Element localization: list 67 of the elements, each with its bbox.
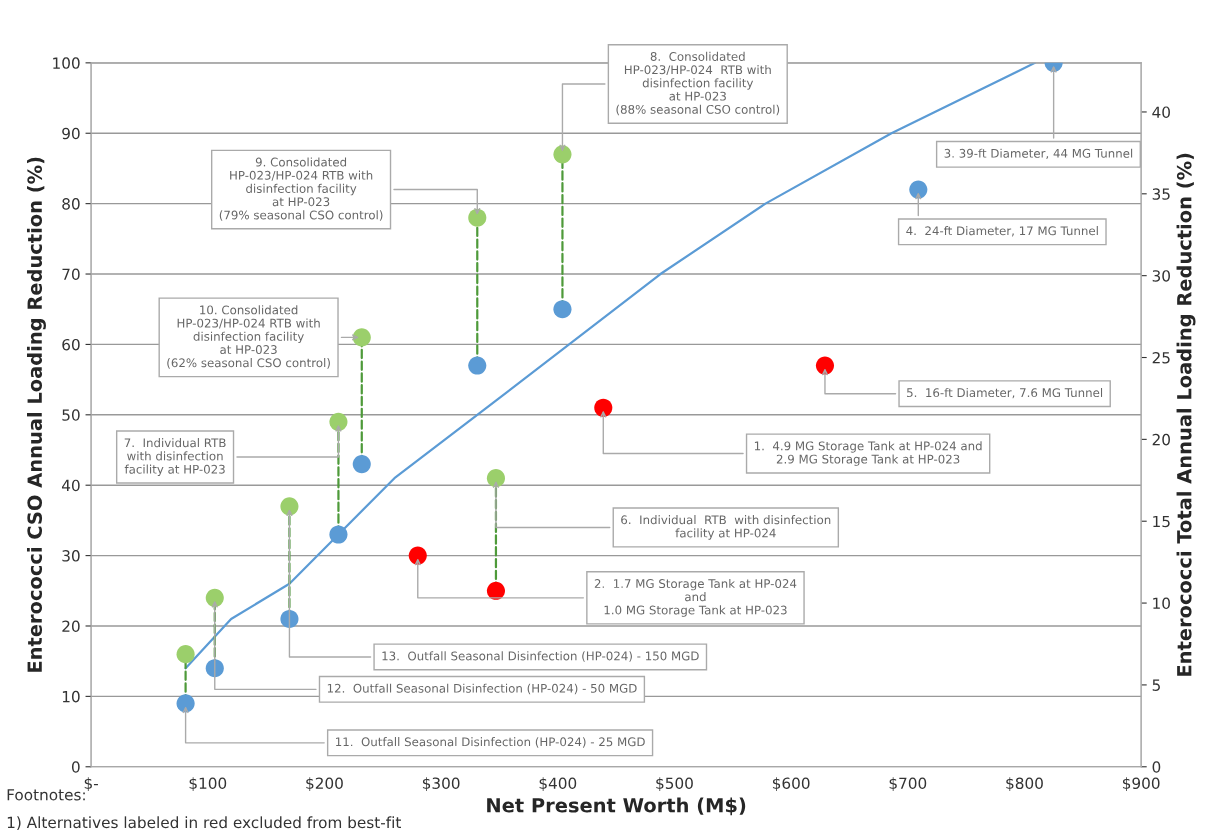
point	[176, 694, 195, 713]
x-tick-label: $800	[1006, 777, 1043, 792]
annotation: 4. 24-ft Diameter, 17 MG Tunnel	[906, 226, 1098, 237]
x-tick-label: $100	[189, 777, 227, 792]
annotation: 10. Consolidated HP-023/HP-024 RTB with disinfection facility at HP-023 (62% seasonal CSO control)	[167, 305, 330, 369]
point	[468, 208, 487, 227]
point	[352, 455, 371, 474]
y2-tick-label: 20	[1152, 433, 1170, 446]
y-tick-label: 60	[62, 338, 80, 351]
text: Footnotes:	[7, 789, 85, 801]
y-tick-label: 100	[53, 57, 80, 69]
annotation: 1. 4.9 MG Storage Tank at HP-024 and 2.9 MG Storage Tank at HP-023	[754, 441, 982, 466]
point	[205, 659, 224, 678]
point	[486, 581, 505, 600]
point	[594, 398, 613, 417]
y2-tick-label: 30	[1152, 270, 1170, 282]
y-tick-label: 40	[61, 479, 80, 492]
point	[468, 356, 487, 375]
y-tick-label: 20	[62, 620, 80, 633]
x-tick-label: $500	[656, 777, 693, 792]
point	[205, 588, 224, 607]
point	[280, 497, 299, 516]
y-axis-title: Enterococci CSO Annual Loading Reduction (%)	[26, 157, 46, 672]
x-tick-label: $900	[1122, 777, 1160, 792]
y2-tick-label: 25	[1152, 351, 1170, 364]
x-tick-label: $600	[772, 777, 810, 792]
y2-tick-label: 35	[1152, 188, 1170, 200]
annotation: 12. Outfall Seasonal Disinfection (HP-024) - 50 MGD	[327, 683, 637, 695]
y-tick-label: 70	[62, 268, 80, 281]
annotation: 13. Outfall Seasonal Disinfection (HP-024) - 150 MGD	[382, 651, 699, 662]
point	[408, 546, 427, 565]
y-tick-label: 10	[62, 690, 80, 703]
x-tick-label: $400	[539, 777, 577, 792]
x-axis-title: Net Present Worth (M$)	[487, 797, 746, 816]
annotation: 6. Individual RTB with disinfection facility at HP-024	[621, 515, 831, 540]
y2-tick-label: 15	[1153, 515, 1170, 528]
point	[329, 412, 348, 431]
annotation: 3. 39-ft Diameter, 44 MG Tunnel	[944, 148, 1133, 159]
point	[176, 645, 195, 664]
point	[486, 469, 505, 488]
point	[553, 300, 572, 319]
point	[909, 180, 928, 199]
text: 1) Alternatives labeled in red excluded from best-fit	[7, 816, 401, 830]
annotation: 9. Consolidated HP-023/HP-024 RTB with disinfection facility at HP-023 (79% seasonal CSO control)	[219, 157, 383, 221]
y2-tick-label: 10	[1153, 597, 1170, 610]
y-tick-label: 80	[62, 198, 80, 210]
annotation: 11. Outfall Seasonal Disinfection (HP-024) - 25 MGD	[336, 737, 645, 748]
x-tick-label: $200	[306, 777, 343, 792]
y2-axis-title: Enterococci Total Annual Loading Reduction (%)	[1176, 153, 1196, 676]
y-tick-label: 50	[62, 409, 80, 421]
x-tick-label: $700	[889, 777, 927, 792]
y2-tick-label: 40	[1152, 106, 1170, 118]
point	[352, 328, 371, 347]
point	[280, 609, 299, 628]
annotation: 2. 1.7 MG Storage Tank at HP-024 and 1.0 MG Storage Tank at HP-023	[594, 578, 797, 617]
annotation: 5. 16-ft Diameter, 7.6 MG Tunnel	[907, 387, 1103, 399]
y-tick-label: 90	[62, 127, 80, 140]
x-tick-label: $300	[422, 777, 460, 792]
annotation: 8. Consolidated HP-023/HP-024 RTB with disinfection facility at HP-023 (88% seasonal CSO control)	[616, 51, 780, 116]
annotation: 7. Individual RTB with disinfection facility at HP-023	[124, 438, 226, 476]
y2-tick-label: 0	[1152, 761, 1161, 773]
y-tick-label: 0	[71, 761, 80, 773]
point	[553, 145, 572, 164]
x-tick-label: $-	[84, 777, 98, 792]
point	[329, 525, 348, 544]
y2-tick-label: 5	[1152, 679, 1160, 691]
y-tick-label: 30	[62, 550, 80, 562]
